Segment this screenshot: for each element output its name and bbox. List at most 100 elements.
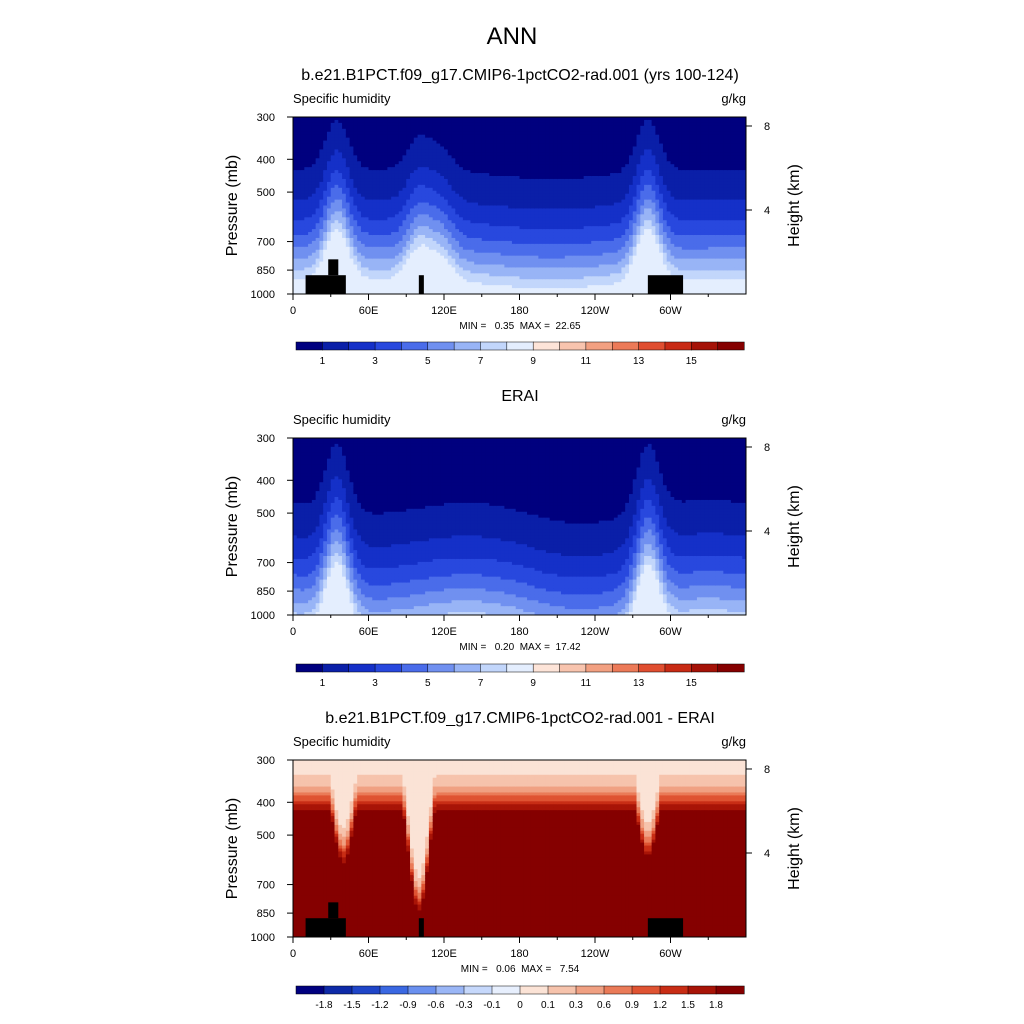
field-cell	[372, 144, 376, 147]
field-cell	[361, 241, 365, 244]
field-cell	[297, 194, 301, 197]
field-cell	[361, 161, 365, 164]
field-cell	[353, 241, 357, 244]
field-cell	[353, 259, 357, 262]
field-cell	[346, 170, 350, 173]
field-cell	[361, 170, 365, 173]
field-cell	[365, 126, 369, 129]
field-cell	[365, 226, 369, 229]
field-cell	[301, 182, 305, 185]
field-cell	[361, 250, 365, 253]
field-cell	[380, 152, 384, 155]
field-cell	[353, 200, 357, 203]
field-cell	[346, 158, 350, 161]
field-cell	[350, 149, 354, 152]
field-cell	[327, 152, 331, 155]
field-cell	[308, 173, 312, 176]
field-cell	[327, 203, 331, 206]
field-cell	[380, 273, 384, 276]
field-cell	[338, 188, 342, 191]
field-cell	[361, 244, 365, 247]
field-cell	[316, 200, 320, 203]
field-cell	[380, 206, 384, 209]
field-cell	[342, 197, 346, 200]
field-cell	[312, 241, 316, 244]
field-cell	[308, 147, 312, 150]
field-cell	[293, 155, 297, 158]
field-cell	[293, 285, 297, 288]
field-cell	[327, 244, 331, 247]
field-cell	[376, 238, 380, 241]
field-cell	[387, 173, 391, 176]
field-cell	[346, 279, 350, 282]
field-cell	[369, 226, 373, 229]
field-cell	[342, 214, 346, 217]
field-cell	[384, 282, 388, 285]
field-cell	[308, 194, 312, 197]
field-cell	[357, 164, 361, 167]
field-cell	[308, 223, 312, 226]
field-cell	[323, 214, 327, 217]
field-cell	[376, 126, 380, 129]
field-cell	[312, 144, 316, 147]
field-cell	[308, 138, 312, 141]
field-cell	[338, 152, 342, 155]
field-cell	[301, 208, 305, 211]
field-cell	[380, 158, 384, 161]
field-cell	[335, 164, 339, 167]
field-cell	[319, 244, 323, 247]
field-cell	[380, 282, 384, 285]
panels: b.e21.B1PCT.f09_g17.CMIP6-1pctCO2-rad.00…	[224, 67, 803, 1011]
field-cell	[342, 185, 346, 188]
field-cell	[361, 259, 365, 262]
field-cell	[342, 138, 346, 141]
field-cell	[380, 167, 384, 170]
field-cell	[387, 197, 391, 200]
field-cell	[376, 138, 380, 141]
field-cell	[301, 241, 305, 244]
field-cell	[376, 256, 380, 259]
field-cell	[361, 288, 365, 291]
field-cell	[346, 129, 350, 132]
field-cell	[293, 191, 297, 194]
field-cell	[293, 214, 297, 217]
field-cell	[323, 144, 327, 147]
field-cell	[380, 279, 384, 282]
field-cell	[312, 147, 316, 150]
field-cell	[331, 167, 335, 170]
field-cell	[384, 144, 388, 147]
field-cell	[384, 220, 388, 223]
field-cell	[316, 138, 320, 141]
field-cell	[338, 220, 342, 223]
panel-title: b.e21.B1PCT.f09_g17.CMIP6-1pctCO2-rad.00…	[301, 67, 739, 84]
field-cell	[369, 123, 373, 126]
field-cell	[372, 126, 376, 129]
field-cell	[323, 267, 327, 270]
field-cell	[342, 132, 346, 135]
field-cell	[350, 250, 354, 253]
field-cell	[304, 256, 308, 259]
field-cell	[297, 208, 301, 211]
field-cell	[304, 270, 308, 273]
field-cell	[293, 241, 297, 244]
field-cell	[365, 194, 369, 197]
field-cell	[297, 120, 301, 123]
field-cell	[304, 226, 308, 229]
field-cell	[319, 220, 323, 223]
field-cell	[323, 176, 327, 179]
field-cell	[327, 179, 331, 182]
field-cell	[365, 256, 369, 259]
field-cell	[338, 129, 342, 132]
field-cell	[376, 188, 380, 191]
field-cell	[301, 173, 305, 176]
field-cell	[376, 129, 380, 132]
field-cell	[304, 235, 308, 238]
field-cell	[316, 182, 320, 185]
field-cell	[350, 267, 354, 270]
field-cell	[365, 247, 369, 250]
field-cell	[327, 141, 331, 144]
field-cell	[372, 217, 376, 220]
field-cell	[338, 270, 342, 273]
field-cell	[301, 214, 305, 217]
field-cell	[312, 155, 316, 158]
